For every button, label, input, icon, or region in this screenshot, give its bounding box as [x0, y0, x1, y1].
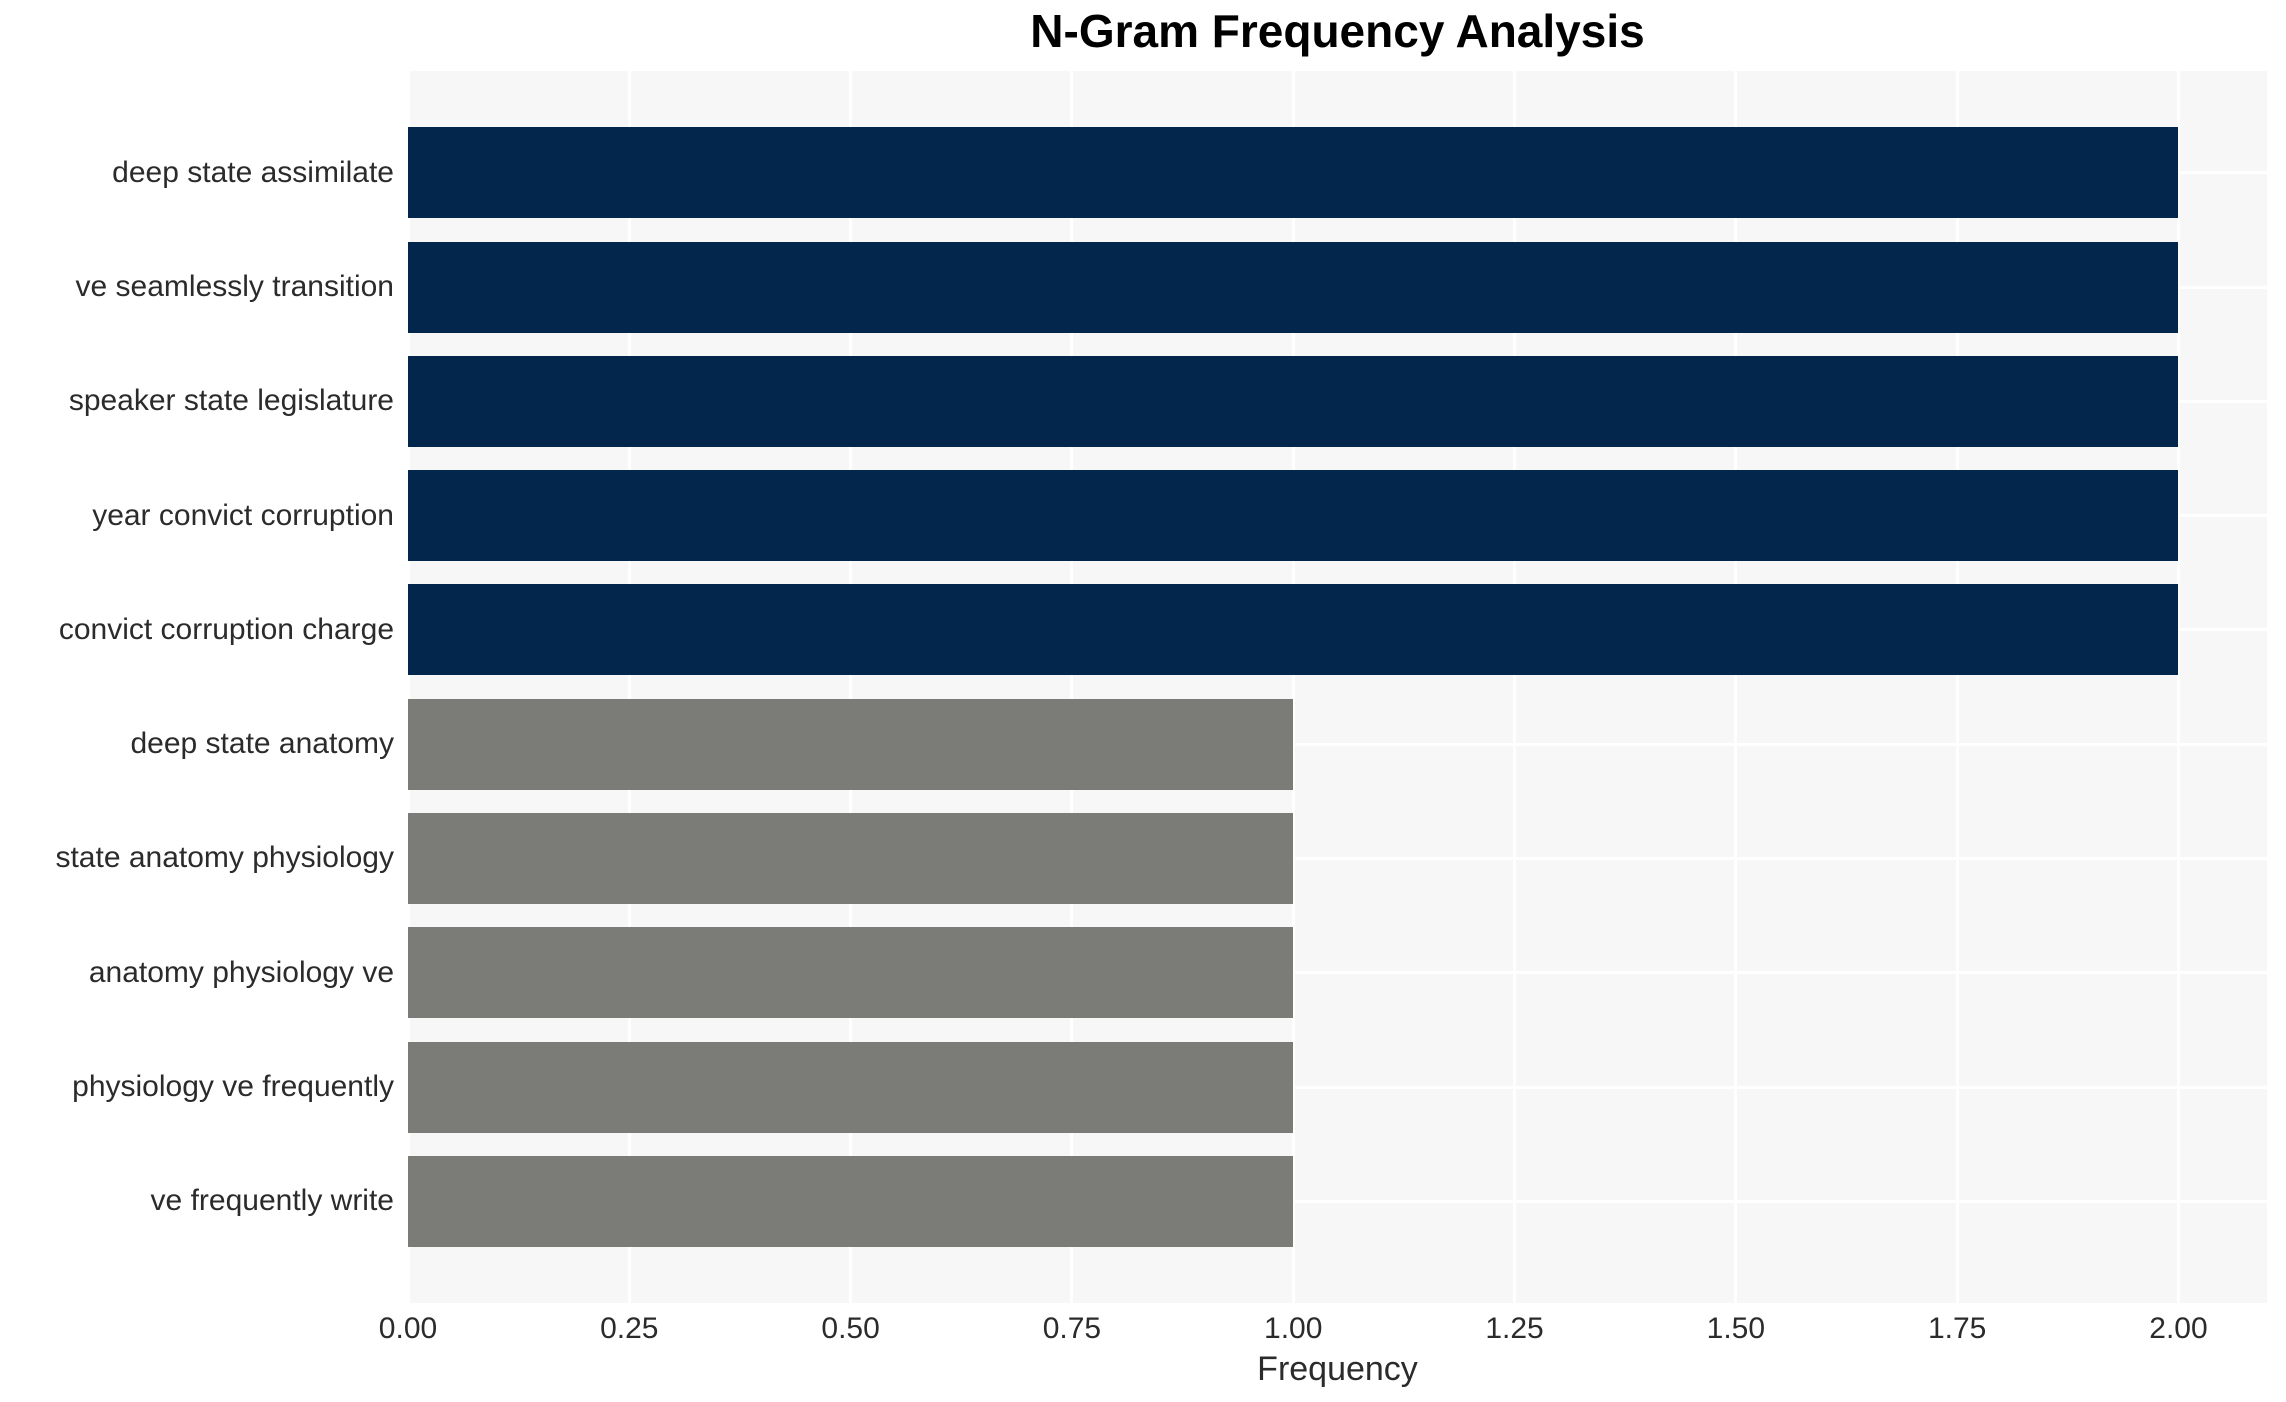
x-tick-label-8: 2.00: [2149, 1312, 2208, 1345]
y-tick-label-7: anatomy physiology ve: [88, 956, 394, 989]
y-tick-label-8: physiology ve frequently: [72, 1070, 394, 1103]
bar-1: [408, 242, 2179, 333]
y-gridline: [408, 971, 2267, 975]
x-tick-label-0: 0.00: [378, 1312, 438, 1345]
x-gridline: [1070, 71, 1074, 1303]
x-gridline: [1291, 71, 1295, 1303]
x-tick-label-3: 0.75: [1042, 1312, 1102, 1345]
x-axis-title: Frequency: [1257, 1350, 1418, 1388]
y-tick-label-1: ve seamlessly transition: [75, 270, 394, 303]
y-tick-label-2: speaker state legislature: [68, 384, 394, 417]
x-tick-label-6: 1.50: [1706, 1312, 1766, 1345]
x-gridline: [2176, 71, 2180, 1303]
y-tick-label-0: deep state assimilate: [112, 156, 394, 189]
x-tick-label-7: 1.75: [1927, 1312, 1987, 1345]
plot-area: [406, 71, 2267, 1303]
x-gridline: [1955, 71, 1959, 1303]
y-tick-label-9: ve frequently write: [150, 1184, 394, 1217]
x-gridline: [1734, 71, 1738, 1303]
y-gridline: [408, 742, 2267, 746]
bar-5: [408, 699, 1294, 790]
x-tick-label-1: 0.25: [600, 1312, 659, 1345]
x-gridline: [1513, 71, 1517, 1303]
x-tick-label-4: 1.00: [1264, 1312, 1323, 1345]
bar-6: [408, 813, 1294, 904]
x-tick-label-2: 0.50: [821, 1312, 880, 1345]
x-gridline: [627, 71, 631, 1303]
bar-3: [408, 470, 2179, 561]
x-gridline: [406, 71, 410, 1303]
bar-8: [408, 1042, 1294, 1133]
bar-0: [408, 127, 2179, 218]
bar-7: [408, 927, 1294, 1018]
y-gridline: [408, 1085, 2267, 1089]
x-tick-label-5: 1.25: [1485, 1312, 1544, 1345]
y-tick-label-3: year convict corruption: [92, 499, 394, 532]
y-gridline: [408, 1199, 2267, 1203]
y-tick-label-6: state anatomy physiology: [55, 841, 394, 874]
chart-title: N-Gram Frequency Analysis: [1030, 5, 1645, 57]
y-gridline: [408, 856, 2267, 860]
y-tick-label-4: convict corruption charge: [58, 613, 394, 646]
bar-4: [408, 584, 2179, 675]
bar-2: [408, 356, 2179, 447]
bar-9: [408, 1156, 1294, 1247]
y-tick-label-5: deep state anatomy: [130, 727, 394, 760]
x-gridline: [849, 71, 853, 1303]
